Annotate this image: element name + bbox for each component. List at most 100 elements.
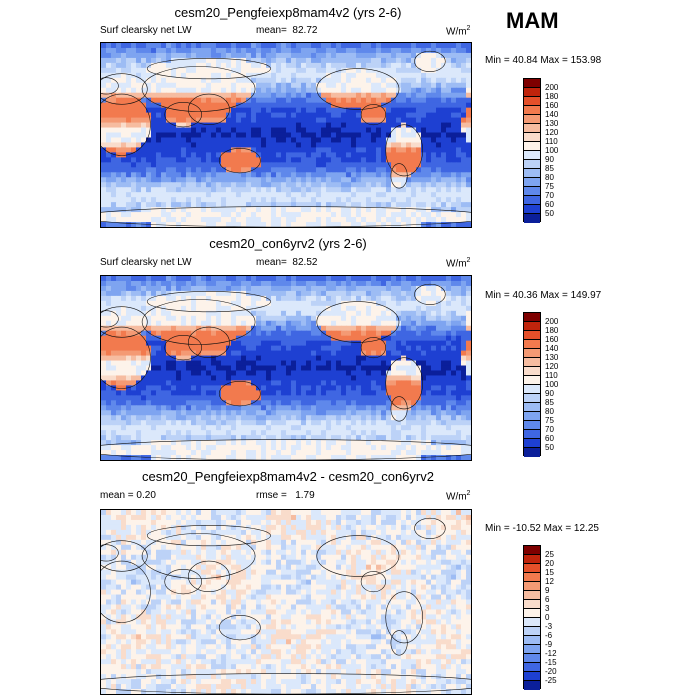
field-cell (456, 197, 462, 203)
field-cell (126, 92, 132, 99)
field-cell (451, 132, 457, 139)
field-cell (456, 127, 462, 134)
field-cell (276, 415, 282, 421)
field-cell (291, 182, 297, 188)
field-cell (386, 142, 392, 149)
field-cell (221, 47, 227, 54)
field-cell (126, 212, 132, 218)
field-cell (456, 320, 462, 327)
field-cell (451, 177, 457, 183)
field-cell (231, 47, 237, 54)
field-cell (221, 57, 227, 64)
field-cell (216, 43, 222, 49)
field-cell (151, 415, 157, 421)
field-cell (426, 127, 432, 134)
field-cell (371, 162, 377, 168)
field-cell (351, 415, 357, 421)
field-cell (246, 97, 252, 104)
field-cell (106, 315, 112, 322)
field-cell (281, 212, 287, 218)
field-cell (401, 192, 407, 198)
field-cell (336, 87, 342, 94)
field-cell (176, 212, 182, 218)
field-cell (406, 177, 412, 183)
field-cell (346, 405, 352, 411)
field-cell (226, 410, 232, 416)
field-cell (161, 157, 167, 163)
field-cell (371, 330, 377, 337)
field-cell (116, 375, 122, 382)
field-cell (296, 385, 302, 391)
field-cell (391, 87, 397, 94)
field-cell (441, 142, 447, 149)
field-cell (211, 43, 217, 49)
field-cell (391, 102, 397, 109)
field-cell (121, 420, 127, 426)
field-cell (236, 167, 242, 173)
field-cell (351, 177, 357, 183)
field-cell (381, 112, 387, 119)
field-cell (346, 77, 352, 84)
field-cell (211, 167, 217, 173)
field-cell (431, 390, 437, 396)
field-cell (131, 365, 137, 372)
field-cell (391, 177, 397, 183)
field-cell (281, 207, 287, 213)
field-cell (451, 340, 457, 347)
field-cell (166, 295, 172, 302)
field-cell (316, 370, 322, 377)
field-cell (141, 360, 147, 367)
field-cell (386, 97, 392, 104)
field-cell (466, 142, 471, 149)
field-cell (386, 137, 392, 144)
field-cell (316, 290, 322, 297)
field-cell (401, 167, 407, 173)
coastline (360, 104, 387, 126)
field-cell (401, 102, 407, 109)
field-cell (161, 43, 167, 49)
field-cell (296, 202, 302, 208)
field-cell (261, 92, 267, 99)
field-cell (436, 202, 442, 208)
field-cell (181, 162, 187, 168)
field-cell (431, 177, 437, 183)
field-cell (311, 355, 317, 362)
field-cell (311, 415, 317, 421)
field-cell (466, 197, 471, 203)
field-cell (101, 57, 107, 64)
field-cell (316, 157, 322, 163)
field-cell (351, 52, 357, 59)
field-cell (316, 410, 322, 416)
field-cell (206, 107, 212, 114)
field-cell (396, 192, 402, 198)
field-cell (266, 315, 272, 322)
field-cell (426, 202, 432, 208)
field-cell (401, 280, 407, 287)
field-cell (356, 285, 362, 292)
field-cell (331, 360, 337, 367)
field-cell (121, 222, 127, 227)
field-cell (401, 405, 407, 411)
field-cell (251, 315, 257, 322)
field-cell (351, 62, 357, 69)
field-cell (426, 43, 432, 49)
field-cell (416, 300, 422, 307)
field-cell (256, 276, 262, 282)
field-cell (411, 310, 417, 317)
field-cell (401, 385, 407, 391)
field-cell (211, 315, 217, 322)
field-cell (456, 177, 462, 183)
field-cell (166, 395, 172, 401)
field-cell (461, 192, 467, 198)
field-cell (161, 340, 167, 347)
field-cell (446, 62, 452, 69)
field-cell (111, 315, 117, 322)
field-cell (181, 410, 187, 416)
field-cell (421, 405, 427, 411)
field-cell (306, 202, 312, 208)
field-cell (311, 340, 317, 347)
field-cell (276, 92, 282, 99)
field-cell (461, 112, 467, 119)
field-cell (341, 310, 347, 317)
field-cell (211, 375, 217, 382)
